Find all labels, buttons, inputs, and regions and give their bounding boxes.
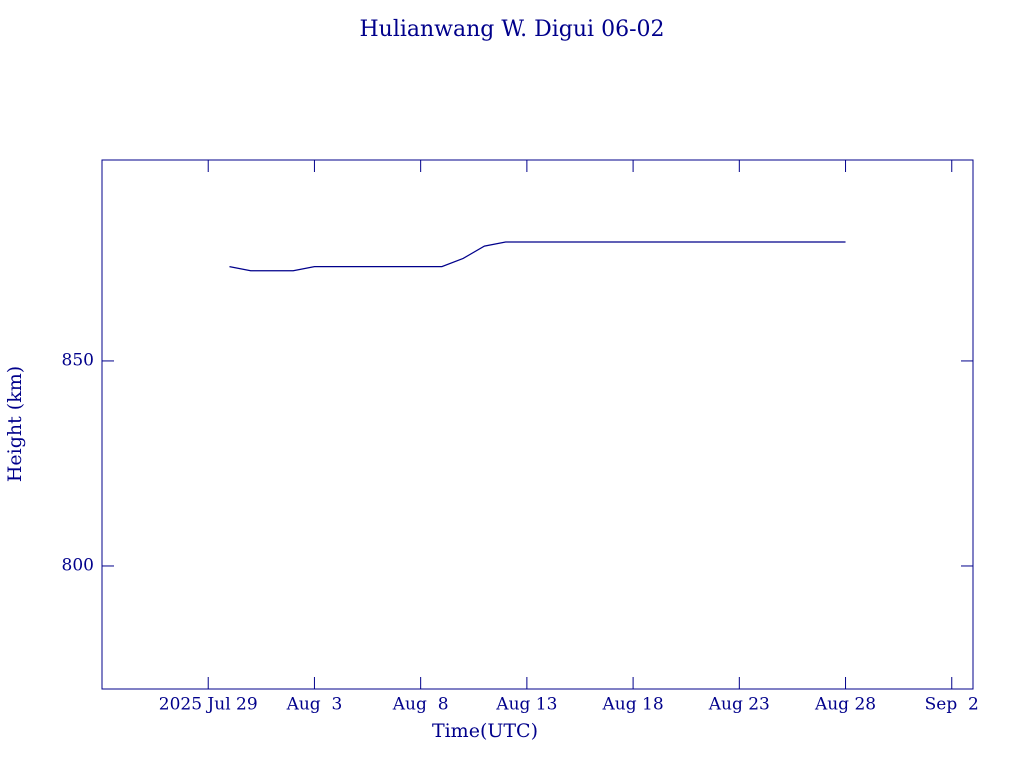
chart-title: Hulianwang W. Digui 06-02 [359, 17, 664, 42]
x-axis-label: Time(UTC) [432, 720, 538, 742]
x-tick-label: Aug 3 [286, 695, 343, 715]
x-tick-label: Aug 28 [814, 695, 876, 715]
y-tick-label: 800 [62, 555, 94, 575]
x-tick-label: Aug 8 [392, 695, 449, 715]
x-tick-label: Aug 18 [602, 695, 664, 715]
x-tick-label: Aug 23 [708, 695, 770, 715]
x-tick-label: Sep 2 [925, 695, 979, 715]
data-line [229, 241, 846, 272]
plot-frame [101, 159, 974, 690]
x-tick-label: 2025 Jul 29 [159, 695, 258, 715]
y-tick-label: 850 [62, 350, 94, 370]
x-tick-label: Aug 13 [495, 695, 557, 715]
y-axis-label: Height (km) [4, 366, 26, 482]
